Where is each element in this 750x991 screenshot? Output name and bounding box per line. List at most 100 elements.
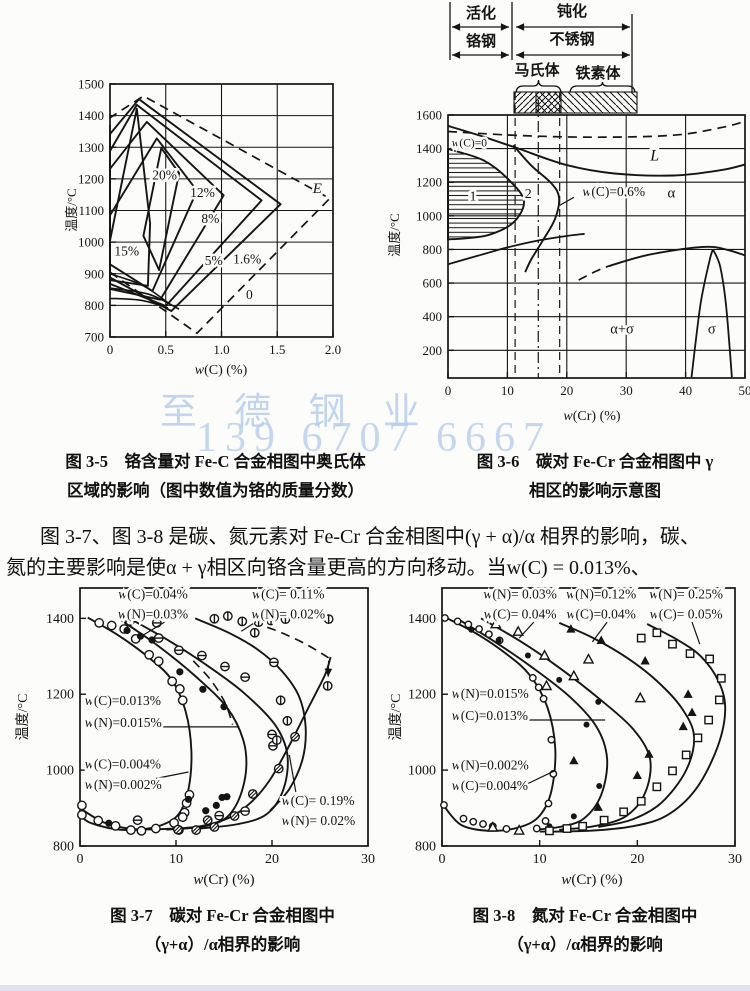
figure-3-6-caption: 图 3-6 碳对 Fe-Cr 合金相图中 γ 相区的影响示意图 (445, 447, 745, 505)
paragraph-line: 图 3-7、图 3-8 是碳、氮元素对 Fe-Cr 合金相图中(γ + α)/α… (40, 526, 700, 548)
figure-3-7-caption: 图 3-7 碳对 Fe-Cr 合金相图中 （γ+α）/α相界的影响 (55, 901, 390, 959)
svg-text:0: 0 (445, 383, 452, 398)
paragraph-line: 氮的主要影响是使α + γ相区向铬含量更高的方向移动。当w(C) = 0.013… (6, 557, 651, 579)
svg-text:E: E (312, 181, 322, 197)
svg-text:40: 40 (679, 383, 692, 398)
figure-3-6-chart: 0 10 20 30 40 50 200 400 600 800 1000 1200 1400 1600 w… (387, 2, 750, 424)
caption-line: 图 3-6 碳对 Fe-Cr 合金相图中 γ (476, 452, 714, 471)
svg-text:1200: 1200 (408, 688, 436, 703)
svg-text:w(C)=0.013%: w(C)=0.013% (452, 708, 528, 723)
svg-text:w(N)= 0.03%: w(N)= 0.03% (483, 587, 557, 602)
svg-text:20: 20 (265, 852, 279, 867)
svg-text:w(N)=0.002%: w(N)=0.002% (452, 757, 529, 772)
svg-text:1600: 1600 (416, 108, 442, 123)
svg-text:w(N)= 0.25%: w(N)= 0.25% (649, 587, 723, 602)
svg-text:30: 30 (728, 852, 742, 867)
svg-text:L: L (649, 147, 659, 164)
svg-text:30: 30 (620, 383, 633, 398)
svg-text:α: α (667, 186, 675, 202)
svg-text:800: 800 (53, 840, 74, 855)
svg-text:200: 200 (423, 343, 443, 358)
svg-text:w(C)=0.04%: w(C)=0.04% (118, 587, 188, 602)
svg-text:w(Cr) (%): w(Cr) (%) (561, 872, 622, 888)
svg-text:15%: 15% (114, 243, 139, 258)
svg-text:1000: 1000 (46, 764, 74, 779)
svg-text:1200: 1200 (46, 688, 74, 703)
svg-text:w(N)=0.03%: w(N)=0.03% (118, 606, 188, 621)
svg-text:10: 10 (169, 852, 183, 867)
svg-text:w(N)= 0.02%: w(N)= 0.02% (252, 606, 326, 621)
svg-text:w(C) (%): w(C) (%) (195, 363, 248, 378)
svg-text:温度/°C: 温度/°C (64, 188, 79, 231)
svg-text:8%: 8% (201, 211, 219, 226)
figure-3-8-chart: 0 10 20 30 800 1000 1200 1400 w(Cr) (%) 温度/°C w(N)… (388, 584, 742, 888)
svg-text:900: 900 (85, 266, 105, 281)
svg-text:0: 0 (439, 852, 446, 867)
svg-text:0: 0 (77, 852, 84, 867)
svg-text:1400: 1400 (416, 141, 442, 156)
svg-text:马氏体: 马氏体 (514, 61, 560, 79)
svg-text:1: 1 (469, 189, 476, 204)
svg-text:0: 0 (246, 287, 253, 302)
svg-text:2: 2 (525, 187, 532, 202)
svg-text:2.0: 2.0 (325, 342, 341, 357)
svg-text:1400: 1400 (46, 612, 74, 627)
svg-text:700: 700 (85, 330, 105, 345)
svg-text:1000: 1000 (416, 208, 442, 223)
svg-text:温度/°C: 温度/°C (387, 213, 402, 256)
caption-line: （γ+α）/α相界的影响 (507, 935, 663, 954)
figure-3-7-chart: 0 10 20 30 800 1000 1200 1400 w(Cr) (%) 温度/°C w(C)… (15, 584, 375, 888)
svg-text:温度/°C: 温度/°C (15, 694, 31, 741)
svg-text:不锈钢: 不锈钢 (549, 30, 594, 48)
svg-text:0: 0 (107, 342, 114, 357)
svg-text:10: 10 (533, 852, 547, 867)
caption-line: （γ+α）/α相界的影响 (144, 935, 301, 954)
caption-line: 相区的影响示意图 (529, 481, 661, 500)
svg-text:1.6%: 1.6% (233, 252, 261, 267)
page-bottom-strip (0, 985, 750, 991)
svg-text:10: 10 (501, 383, 514, 398)
svg-text:w(C)= 0.05%: w(C)= 0.05% (650, 606, 723, 621)
svg-text:w(N)=0.12%: w(N)=0.12% (566, 587, 636, 602)
svg-text:w(C)=0.04%: w(C)=0.04% (566, 606, 636, 621)
svg-text:w(N)=0.015%: w(N)=0.015% (85, 715, 162, 730)
svg-text:铁素体: 铁素体 (575, 64, 621, 82)
svg-text:20: 20 (630, 852, 644, 867)
body-paragraph: 图 3-7、图 3-8 是碳、氮元素对 Fe-Cr 合金相图中(γ + α)/α… (6, 522, 746, 584)
svg-text:1.5: 1.5 (269, 342, 285, 357)
svg-text:w(C)= 0.04%: w(C)= 0.04% (484, 606, 557, 621)
svg-text:400: 400 (423, 309, 443, 324)
svg-text:20%: 20% (152, 168, 177, 183)
svg-text:12%: 12% (190, 185, 215, 200)
caption-line: 区域的影响（图中数值为铬的质量分数） (67, 481, 364, 500)
svg-text:800: 800 (85, 298, 105, 313)
svg-text:w(C)=0.013%: w(C)=0.013% (85, 693, 161, 708)
svg-text:1000: 1000 (78, 235, 104, 250)
svg-text:800: 800 (415, 840, 436, 855)
svg-text:w(C)=0.6%: w(C)=0.6% (582, 184, 645, 199)
svg-text:50: 50 (739, 383, 750, 398)
svg-text:1400: 1400 (408, 612, 436, 627)
svg-text:1200: 1200 (416, 175, 442, 190)
svg-text:σ: σ (708, 321, 716, 337)
svg-text:w(C)= 0.11%: w(C)= 0.11% (252, 587, 324, 602)
svg-text:1300: 1300 (78, 140, 104, 155)
svg-text:w(C)= 0.19%: w(C)= 0.19% (282, 793, 355, 808)
svg-text:活化: 活化 (466, 4, 496, 22)
svg-text:α+σ: α+σ (610, 321, 634, 337)
svg-text:1200: 1200 (78, 171, 104, 186)
svg-text:1500: 1500 (78, 77, 104, 92)
svg-text:w(C)=0.004%: w(C)=0.004% (85, 757, 161, 772)
svg-text:w(Cr) (%): w(Cr) (%) (193, 872, 254, 888)
svg-text:1.0: 1.0 (213, 342, 229, 357)
svg-text:30: 30 (361, 852, 375, 867)
figure-3-5-chart: 0 0.5 1.0 1.5 2.0 700 800 900 1000 1100 1200 1300 14… (64, 77, 341, 379)
figure-3-8-caption: 图 3-8 氮对 Fe-Cr 合金相图中 （γ+α）/α相界的影响 (425, 901, 745, 959)
svg-text:1400: 1400 (78, 108, 104, 123)
svg-text:w(N)=0.015%: w(N)=0.015% (452, 686, 529, 701)
svg-text:w(N)= 0.02%: w(N)= 0.02% (282, 813, 356, 828)
svg-text:600: 600 (423, 276, 443, 291)
svg-text:800: 800 (423, 242, 443, 257)
svg-text:1000: 1000 (408, 764, 436, 779)
